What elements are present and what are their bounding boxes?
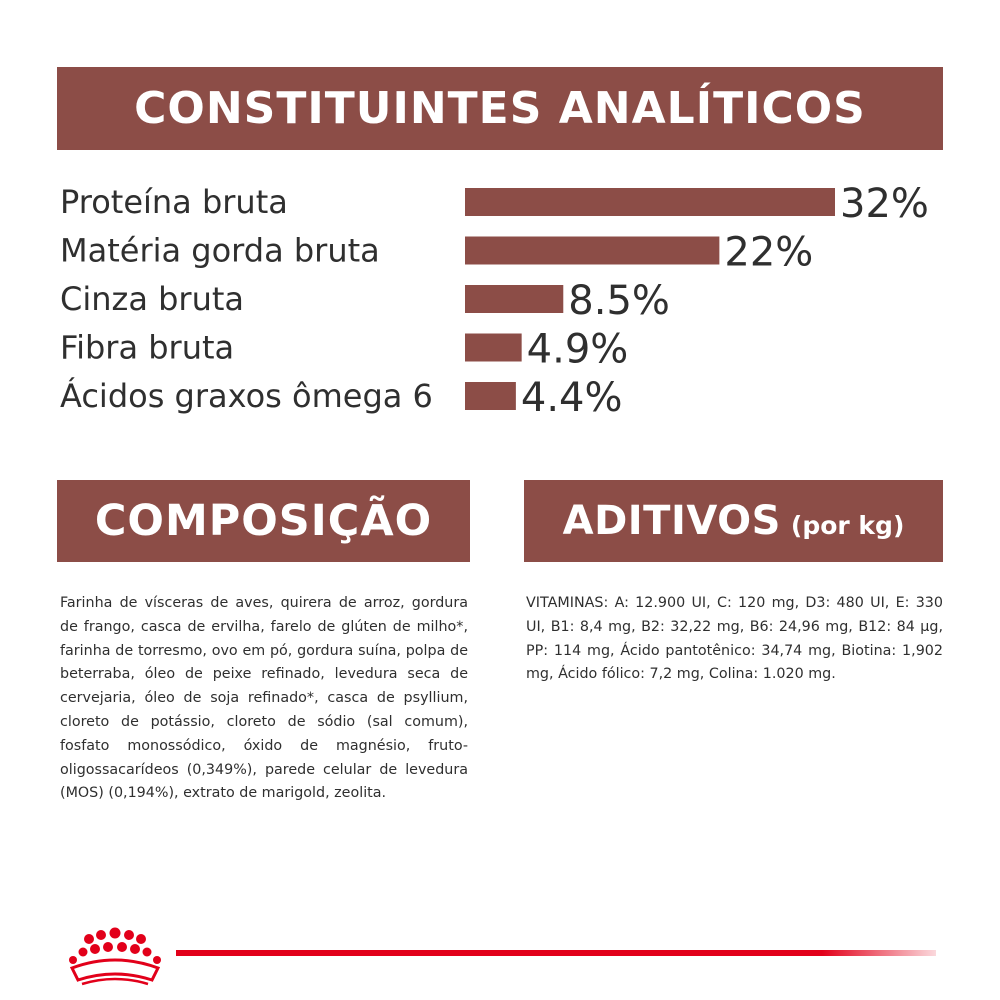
- bar-value-label: 4.4%: [521, 375, 623, 421]
- bar: [465, 333, 522, 362]
- composition-text: Farinha de vísceras de aves, quirera de …: [60, 595, 468, 802]
- analytic-constituents-title: CONSTITUINTES ANALÍTICOS: [134, 83, 866, 134]
- bar-value-label: 32%: [840, 181, 929, 227]
- bar: [465, 188, 835, 216]
- bar-label: Proteína bruta: [60, 183, 288, 221]
- bar-value-label: 4.9%: [527, 327, 629, 373]
- bar-label: Ácidos graxos ômega 6: [60, 377, 433, 415]
- composition-banner: COMPOSIÇÃO: [57, 480, 470, 562]
- bar: [465, 285, 564, 313]
- bar-value-label: 22%: [724, 230, 813, 276]
- bar-value-label: 8.5%: [568, 278, 670, 324]
- bar-label: Matéria gorda bruta: [60, 232, 380, 270]
- additives-text: VITAMINAS: A: 12.900 UI, C: 120 mg, D3: …: [526, 595, 943, 683]
- bar: [465, 236, 720, 265]
- analytic-constituents-banner: CONSTITUINTES ANALÍTICOS: [57, 67, 943, 150]
- bar-label: Cinza bruta: [60, 280, 244, 318]
- additives-subtitle: (por kg): [790, 510, 905, 540]
- analytic-constituents-chart: Proteína bruta 32% Matéria gorda bruta 22% C…: [60, 181, 929, 421]
- additives-title: ADITIVOS: [562, 498, 781, 544]
- additives-banner: ADITIVOS (por kg): [524, 480, 943, 562]
- composition-title: COMPOSIÇÃO: [94, 496, 433, 546]
- brand-red-line: [176, 950, 936, 956]
- royal-canin-crown-logo: [69, 927, 161, 986]
- bar: [465, 382, 516, 410]
- bar-label: Fibra bruta: [60, 329, 234, 367]
